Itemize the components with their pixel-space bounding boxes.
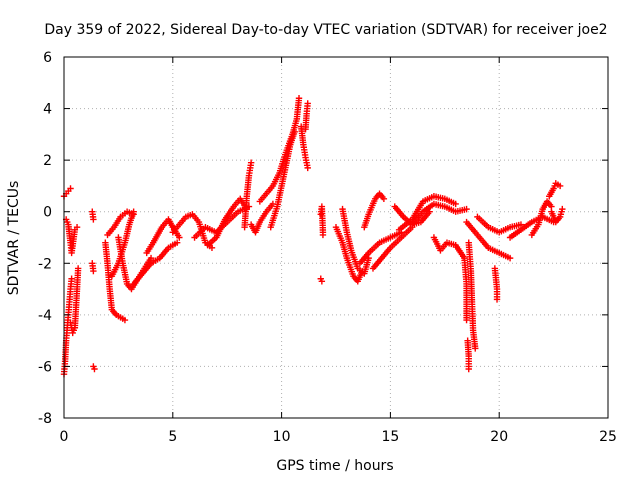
y-tick-label: -2 <box>38 256 52 272</box>
data-point <box>90 267 97 275</box>
series-z <box>339 205 372 277</box>
y-tick-labels: -8 -6 -4 -2 0 2 4 6 <box>38 50 52 427</box>
series-am <box>506 213 557 241</box>
data-point <box>291 128 298 135</box>
data-point <box>295 95 303 102</box>
data-point <box>91 365 98 373</box>
series-ap <box>548 205 566 226</box>
plot-frame <box>63 56 609 419</box>
series-v <box>302 100 311 133</box>
x-tick-label: 0 <box>60 429 69 445</box>
series-q <box>241 159 255 231</box>
x-tick-label: 10 <box>273 429 291 445</box>
y-tick-label: -4 <box>38 308 52 324</box>
x-tick-label: 20 <box>490 429 508 445</box>
series-aj <box>463 218 514 262</box>
data-point <box>173 239 181 246</box>
data-point <box>130 208 137 215</box>
series-al <box>491 265 501 303</box>
y-tick-label: 0 <box>43 205 52 221</box>
x-tick-label: 5 <box>168 429 177 445</box>
y-axis-label: SDTVAR / TECUs <box>6 181 22 296</box>
series-f <box>89 260 97 275</box>
series-a <box>60 275 75 378</box>
data-point <box>463 205 470 213</box>
data-point <box>493 296 501 303</box>
y-tick-label: -8 <box>38 411 52 427</box>
data-point <box>380 195 388 203</box>
y-tick-label: -6 <box>38 359 52 375</box>
data-point <box>208 244 216 252</box>
series-b <box>60 185 74 200</box>
data-point <box>465 365 472 373</box>
data-point <box>73 223 81 231</box>
series-y <box>332 223 366 285</box>
data-point <box>319 231 327 239</box>
series-ak <box>474 213 525 236</box>
series-t <box>267 128 298 231</box>
x-tick-labels: 0 5 10 15 20 25 <box>60 429 617 445</box>
series-u <box>297 123 311 172</box>
data-point <box>247 159 255 166</box>
data-point <box>304 164 311 172</box>
series-af <box>408 200 470 228</box>
series-x <box>317 275 326 285</box>
data-point <box>556 182 564 190</box>
series-l <box>130 239 181 288</box>
gridlines <box>64 57 608 418</box>
series-an <box>528 198 555 239</box>
data-point <box>74 265 82 272</box>
series-r <box>247 200 277 236</box>
series-ah <box>464 337 472 373</box>
data-point <box>318 278 326 285</box>
y-tick-label: 6 <box>43 50 52 66</box>
series-ab <box>356 229 405 267</box>
chart-title: Day 359 of 2022, Sidereal Day-to-day VTE… <box>44 22 607 38</box>
data-point <box>506 254 514 262</box>
series-ao <box>546 180 564 200</box>
x-tick-label: 25 <box>599 429 617 445</box>
series-ae <box>395 193 459 233</box>
series-c <box>62 216 81 257</box>
series-ai <box>465 239 479 352</box>
series-p <box>204 195 250 249</box>
data-point <box>67 185 74 192</box>
x-tick-label: 15 <box>381 429 399 445</box>
data-points <box>60 95 566 378</box>
series-m <box>143 216 183 257</box>
data-point <box>452 200 459 208</box>
series-ag <box>430 234 470 324</box>
data-point <box>472 345 479 352</box>
series-aa <box>361 190 388 231</box>
data-point <box>121 316 129 324</box>
series-w <box>317 203 327 239</box>
y-tick-label: 4 <box>43 102 52 118</box>
series-g <box>90 363 98 373</box>
y-tick-label: 2 <box>43 153 52 169</box>
series-d <box>67 265 82 337</box>
data-point <box>68 275 75 282</box>
data-point <box>559 205 566 213</box>
series-n <box>169 211 216 252</box>
series-e <box>89 208 97 223</box>
axis-ticks <box>63 56 609 419</box>
series-h <box>102 239 129 324</box>
data-point <box>176 234 183 241</box>
data-point <box>304 100 311 107</box>
data-point <box>463 316 470 324</box>
x-axis-label: GPS time / hours <box>276 458 393 474</box>
data-point <box>90 216 97 223</box>
